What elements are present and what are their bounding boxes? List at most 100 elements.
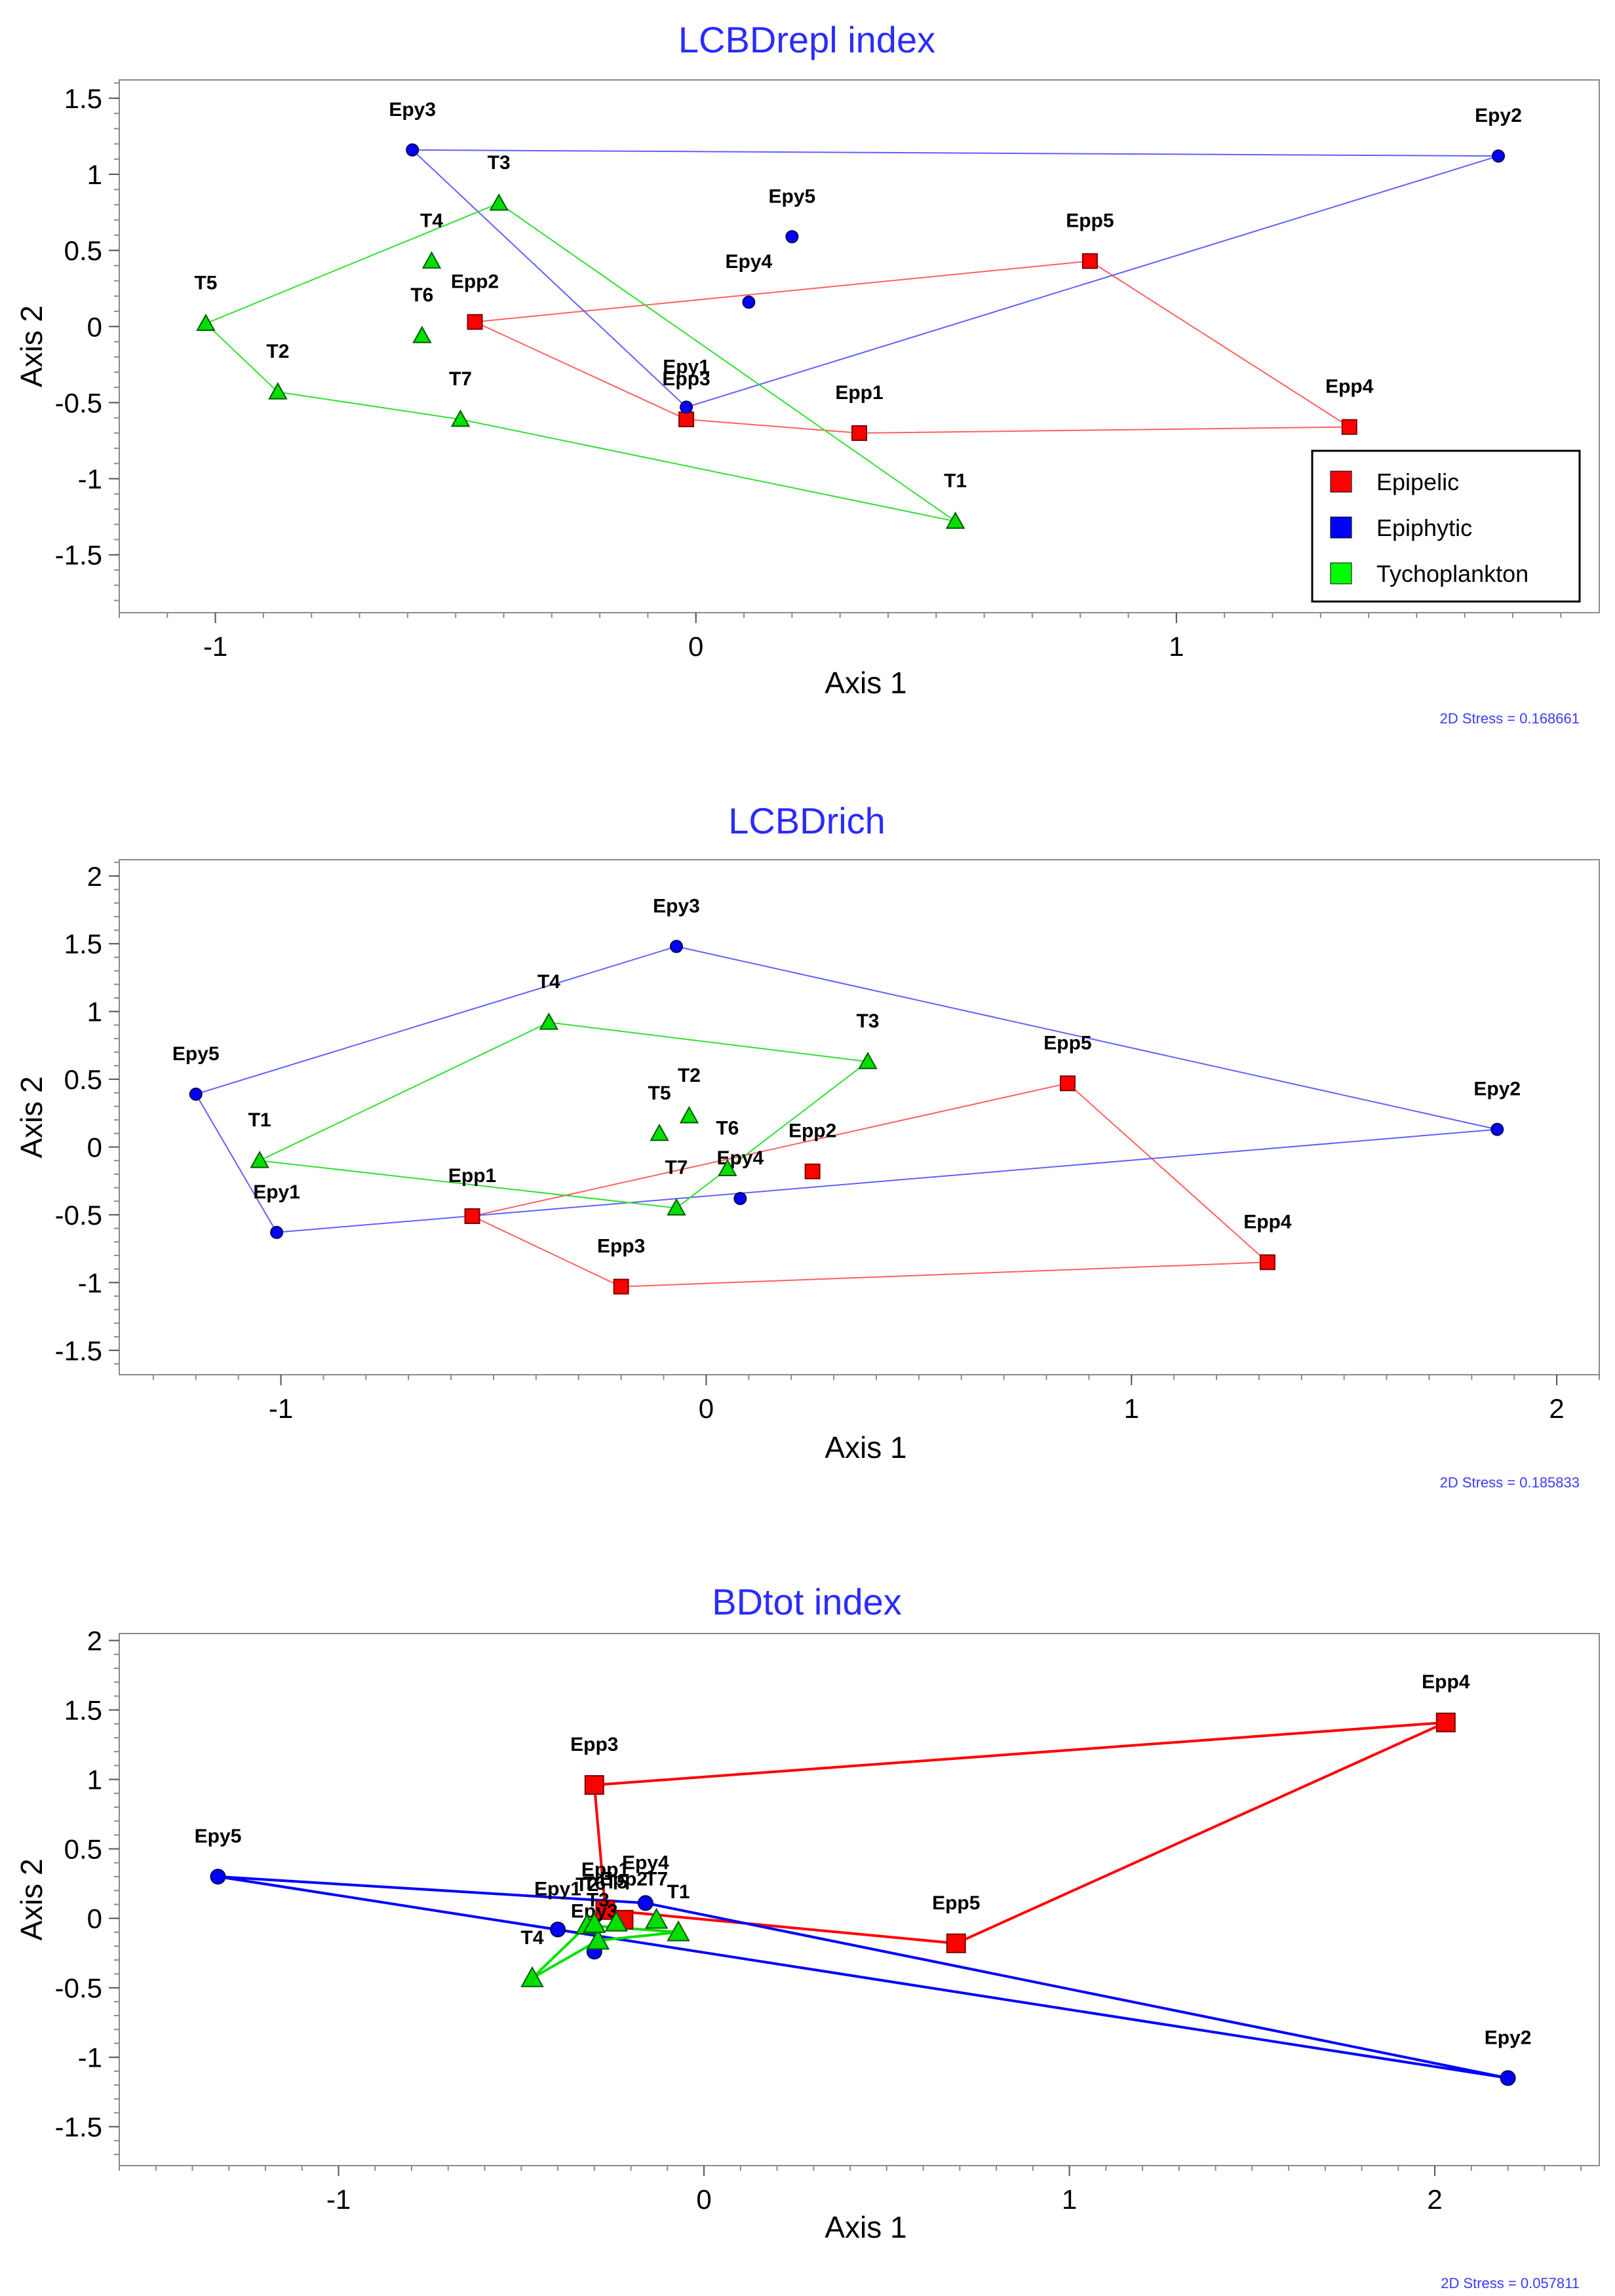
point-label-epy4: Epy4 bbox=[726, 251, 773, 273]
point-label-epy3: Epy3 bbox=[389, 99, 436, 121]
point-label-epy5: Epy5 bbox=[172, 1043, 220, 1065]
point-label-t4: T4 bbox=[537, 971, 560, 993]
point-epp4 bbox=[1435, 1712, 1456, 1732]
stress-value: 2D Stress = 0.168661 bbox=[1440, 710, 1580, 727]
x-tick-label: -1 bbox=[203, 631, 227, 662]
chart-panel-3: BDtot index -1 0 1 2 2 1.5 1 0.5 0 -0.5 -1 -1.5 Axis … bbox=[14, 1581, 1600, 2291]
point-label-t5: T5 bbox=[194, 273, 217, 294]
legend-swatch-epipelic bbox=[1330, 470, 1352, 493]
point-epp1 bbox=[464, 1208, 480, 1224]
point-t4 bbox=[520, 1966, 544, 1987]
point-label-epp2: Epp2 bbox=[451, 271, 499, 292]
y-tick-label: -1 bbox=[78, 2042, 102, 2073]
x-tick-label: 1 bbox=[1124, 1393, 1139, 1424]
stress-value: 2D Stress = 0.185833 bbox=[1440, 1474, 1580, 1491]
point-t3 bbox=[858, 1052, 878, 1069]
point-epy3 bbox=[406, 143, 419, 157]
point-epp4 bbox=[1259, 1254, 1275, 1271]
point-epy1 bbox=[680, 400, 693, 414]
point-epp3 bbox=[678, 411, 695, 427]
y-tick-label: 1 bbox=[87, 159, 102, 190]
y-tick-label: 0.5 bbox=[64, 1064, 102, 1095]
x-tick-label: 1 bbox=[1062, 2184, 1077, 2215]
point-label-epy5: Epy5 bbox=[769, 185, 816, 207]
plot-frame bbox=[119, 1633, 1600, 2166]
point-epp3 bbox=[584, 1775, 604, 1795]
point-label-t7: T7 bbox=[645, 1869, 668, 1890]
y-tick-label: 1 bbox=[87, 997, 102, 1027]
point-t4 bbox=[539, 1012, 559, 1030]
point-epp2 bbox=[804, 1163, 821, 1179]
point-t1 bbox=[667, 1920, 690, 1942]
y-tick-label: -0.5 bbox=[55, 1200, 102, 1231]
point-label-epp3: Epp3 bbox=[597, 1236, 645, 1257]
point-label-epp1: Epp1 bbox=[581, 1859, 629, 1881]
point-label-t5: T5 bbox=[648, 1082, 671, 1104]
point-t2 bbox=[679, 1105, 699, 1124]
point-label-t2: T2 bbox=[266, 341, 289, 362]
point-t3 bbox=[489, 193, 509, 211]
chart-panel-1: LCBDrepl index -1 0 1 1.5 1 0.5 0 -0.5 -1 -1.5 Axis… bbox=[14, 19, 1600, 727]
point-epy1 bbox=[270, 1225, 284, 1239]
legend-swatch-epiphytic bbox=[1330, 516, 1352, 539]
point-label-t3: T3 bbox=[587, 1890, 610, 1911]
point-label-t1: T1 bbox=[944, 470, 967, 492]
y-axis-label: Axis 2 bbox=[14, 305, 49, 387]
y-tick-label: 1.5 bbox=[64, 83, 102, 114]
point-label-epp4: Epp4 bbox=[1325, 376, 1374, 398]
point-label-t6: T6 bbox=[410, 284, 433, 306]
point-epy5 bbox=[210, 1869, 226, 1885]
point-label-epp1: Epp1 bbox=[835, 382, 883, 404]
point-t5 bbox=[196, 313, 216, 332]
plot-frame bbox=[119, 859, 1600, 1375]
point-t6 bbox=[718, 1158, 737, 1176]
point-epy3 bbox=[669, 940, 683, 953]
point-label-t1: T1 bbox=[248, 1109, 271, 1131]
hull-epipelic bbox=[474, 260, 1350, 434]
x-tick-label: 1 bbox=[1169, 631, 1184, 662]
point-label-t7: T7 bbox=[449, 368, 472, 390]
y-tick-label: 0.5 bbox=[64, 1834, 102, 1865]
point-label-t6: T6 bbox=[583, 1873, 606, 1894]
x-tick-label: 2 bbox=[1427, 2184, 1442, 2215]
chart-title: LCBDrich bbox=[728, 800, 885, 841]
y-tick-label: -1.5 bbox=[55, 540, 102, 571]
y-axis-label: Axis 2 bbox=[14, 1858, 49, 1940]
y-tick-label: -0.5 bbox=[55, 1973, 102, 2004]
point-label-epp2: Epp2 bbox=[600, 1869, 648, 1890]
legend-swatch-tychoplankton bbox=[1330, 562, 1352, 584]
x-axis-label: Axis 1 bbox=[825, 666, 906, 700]
point-label-t1: T1 bbox=[667, 1881, 690, 1903]
legend: Epipelic Epiphytic Tychoplankton bbox=[1311, 450, 1581, 603]
y-tick-label: 2 bbox=[87, 1626, 102, 1656]
point-label-epy2: Epy2 bbox=[1475, 105, 1522, 126]
point-label-t2: T2 bbox=[678, 1065, 701, 1086]
point-label-epp5: Epp5 bbox=[1043, 1032, 1091, 1054]
legend-box bbox=[1311, 450, 1581, 603]
point-t2 bbox=[268, 382, 288, 400]
point-label-epp3: Epp3 bbox=[662, 368, 710, 390]
point-t7 bbox=[644, 1907, 669, 1929]
point-label-t5: T5 bbox=[605, 1871, 628, 1893]
legend-label-epipelic: Epipelic bbox=[1376, 469, 1459, 495]
y-tick-label: 0 bbox=[87, 1904, 102, 1934]
point-epy2 bbox=[1500, 2070, 1516, 2086]
y-tick-label: 1 bbox=[87, 1765, 102, 1795]
y-tick-label: 0 bbox=[87, 1132, 102, 1163]
point-t5 bbox=[650, 1123, 669, 1141]
point-epp1 bbox=[851, 425, 867, 441]
point-epp5 bbox=[946, 1933, 966, 1953]
y-tick-label: 0 bbox=[87, 311, 102, 342]
point-label-epy5: Epy5 bbox=[195, 1826, 242, 1847]
point-epy2 bbox=[1490, 1122, 1504, 1136]
point-label-epy1: Epy1 bbox=[534, 1879, 581, 1900]
point-epp4 bbox=[1341, 419, 1357, 435]
point-t7 bbox=[667, 1198, 686, 1215]
x-tick-label: 0 bbox=[688, 631, 703, 662]
point-label-epy2: Epy2 bbox=[1485, 2027, 1532, 2048]
y-tick-label: 1.5 bbox=[64, 928, 102, 959]
point-epp2 bbox=[467, 314, 483, 330]
x-tick-label: 2 bbox=[1549, 1393, 1564, 1424]
point-t7 bbox=[450, 409, 471, 427]
